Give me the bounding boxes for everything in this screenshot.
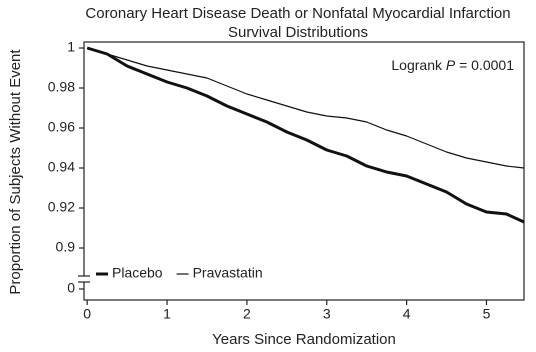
y-tick-label: 0.96	[48, 119, 75, 135]
x-tick-label: 0	[83, 306, 91, 322]
x-tick-label: 2	[243, 306, 251, 322]
x-tick-label: 4	[403, 306, 411, 322]
legend-label: Placebo	[112, 265, 163, 281]
annotation-italic: P	[446, 57, 456, 73]
y-tick-label: 0.92	[48, 199, 75, 215]
axis-break-gap	[80, 276, 88, 282]
x-tick-label: 3	[323, 306, 331, 322]
y-tick-label: 0.94	[48, 159, 75, 175]
x-axis-title: Years Since Randomization	[212, 331, 396, 348]
chart-title: Coronary Heart Disease Death or Nonfatal…	[85, 5, 510, 22]
y-tick-label: 0.98	[48, 79, 75, 95]
plot-frame	[83, 41, 525, 301]
annotation: Logrank P = 0.0001	[391, 57, 514, 73]
series-line	[87, 47, 525, 169]
y-tick-label: 0.9	[56, 239, 76, 255]
annotation-text: = 0.0001	[459, 57, 514, 73]
annotation-text: Logrank	[391, 57, 443, 73]
y-axis-title: Proportion of Subjects Without Event	[7, 49, 24, 295]
legend-label: Pravastatin	[193, 265, 263, 281]
chart-subtitle: Survival Distributions	[228, 24, 368, 41]
x-tick-label: 5	[483, 306, 491, 322]
x-tick-label: 1	[163, 306, 171, 322]
y-tick-label: 1	[67, 39, 75, 55]
y-tick-label: 0	[67, 280, 75, 296]
series-line	[86, 46, 525, 224]
